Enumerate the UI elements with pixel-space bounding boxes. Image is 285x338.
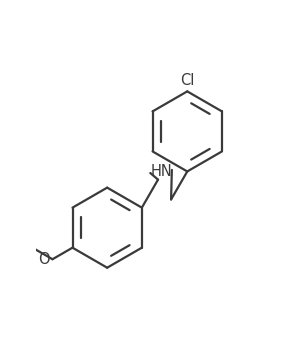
Text: Cl: Cl: [180, 73, 194, 88]
Text: HN: HN: [150, 164, 172, 179]
Text: O: O: [38, 252, 49, 267]
